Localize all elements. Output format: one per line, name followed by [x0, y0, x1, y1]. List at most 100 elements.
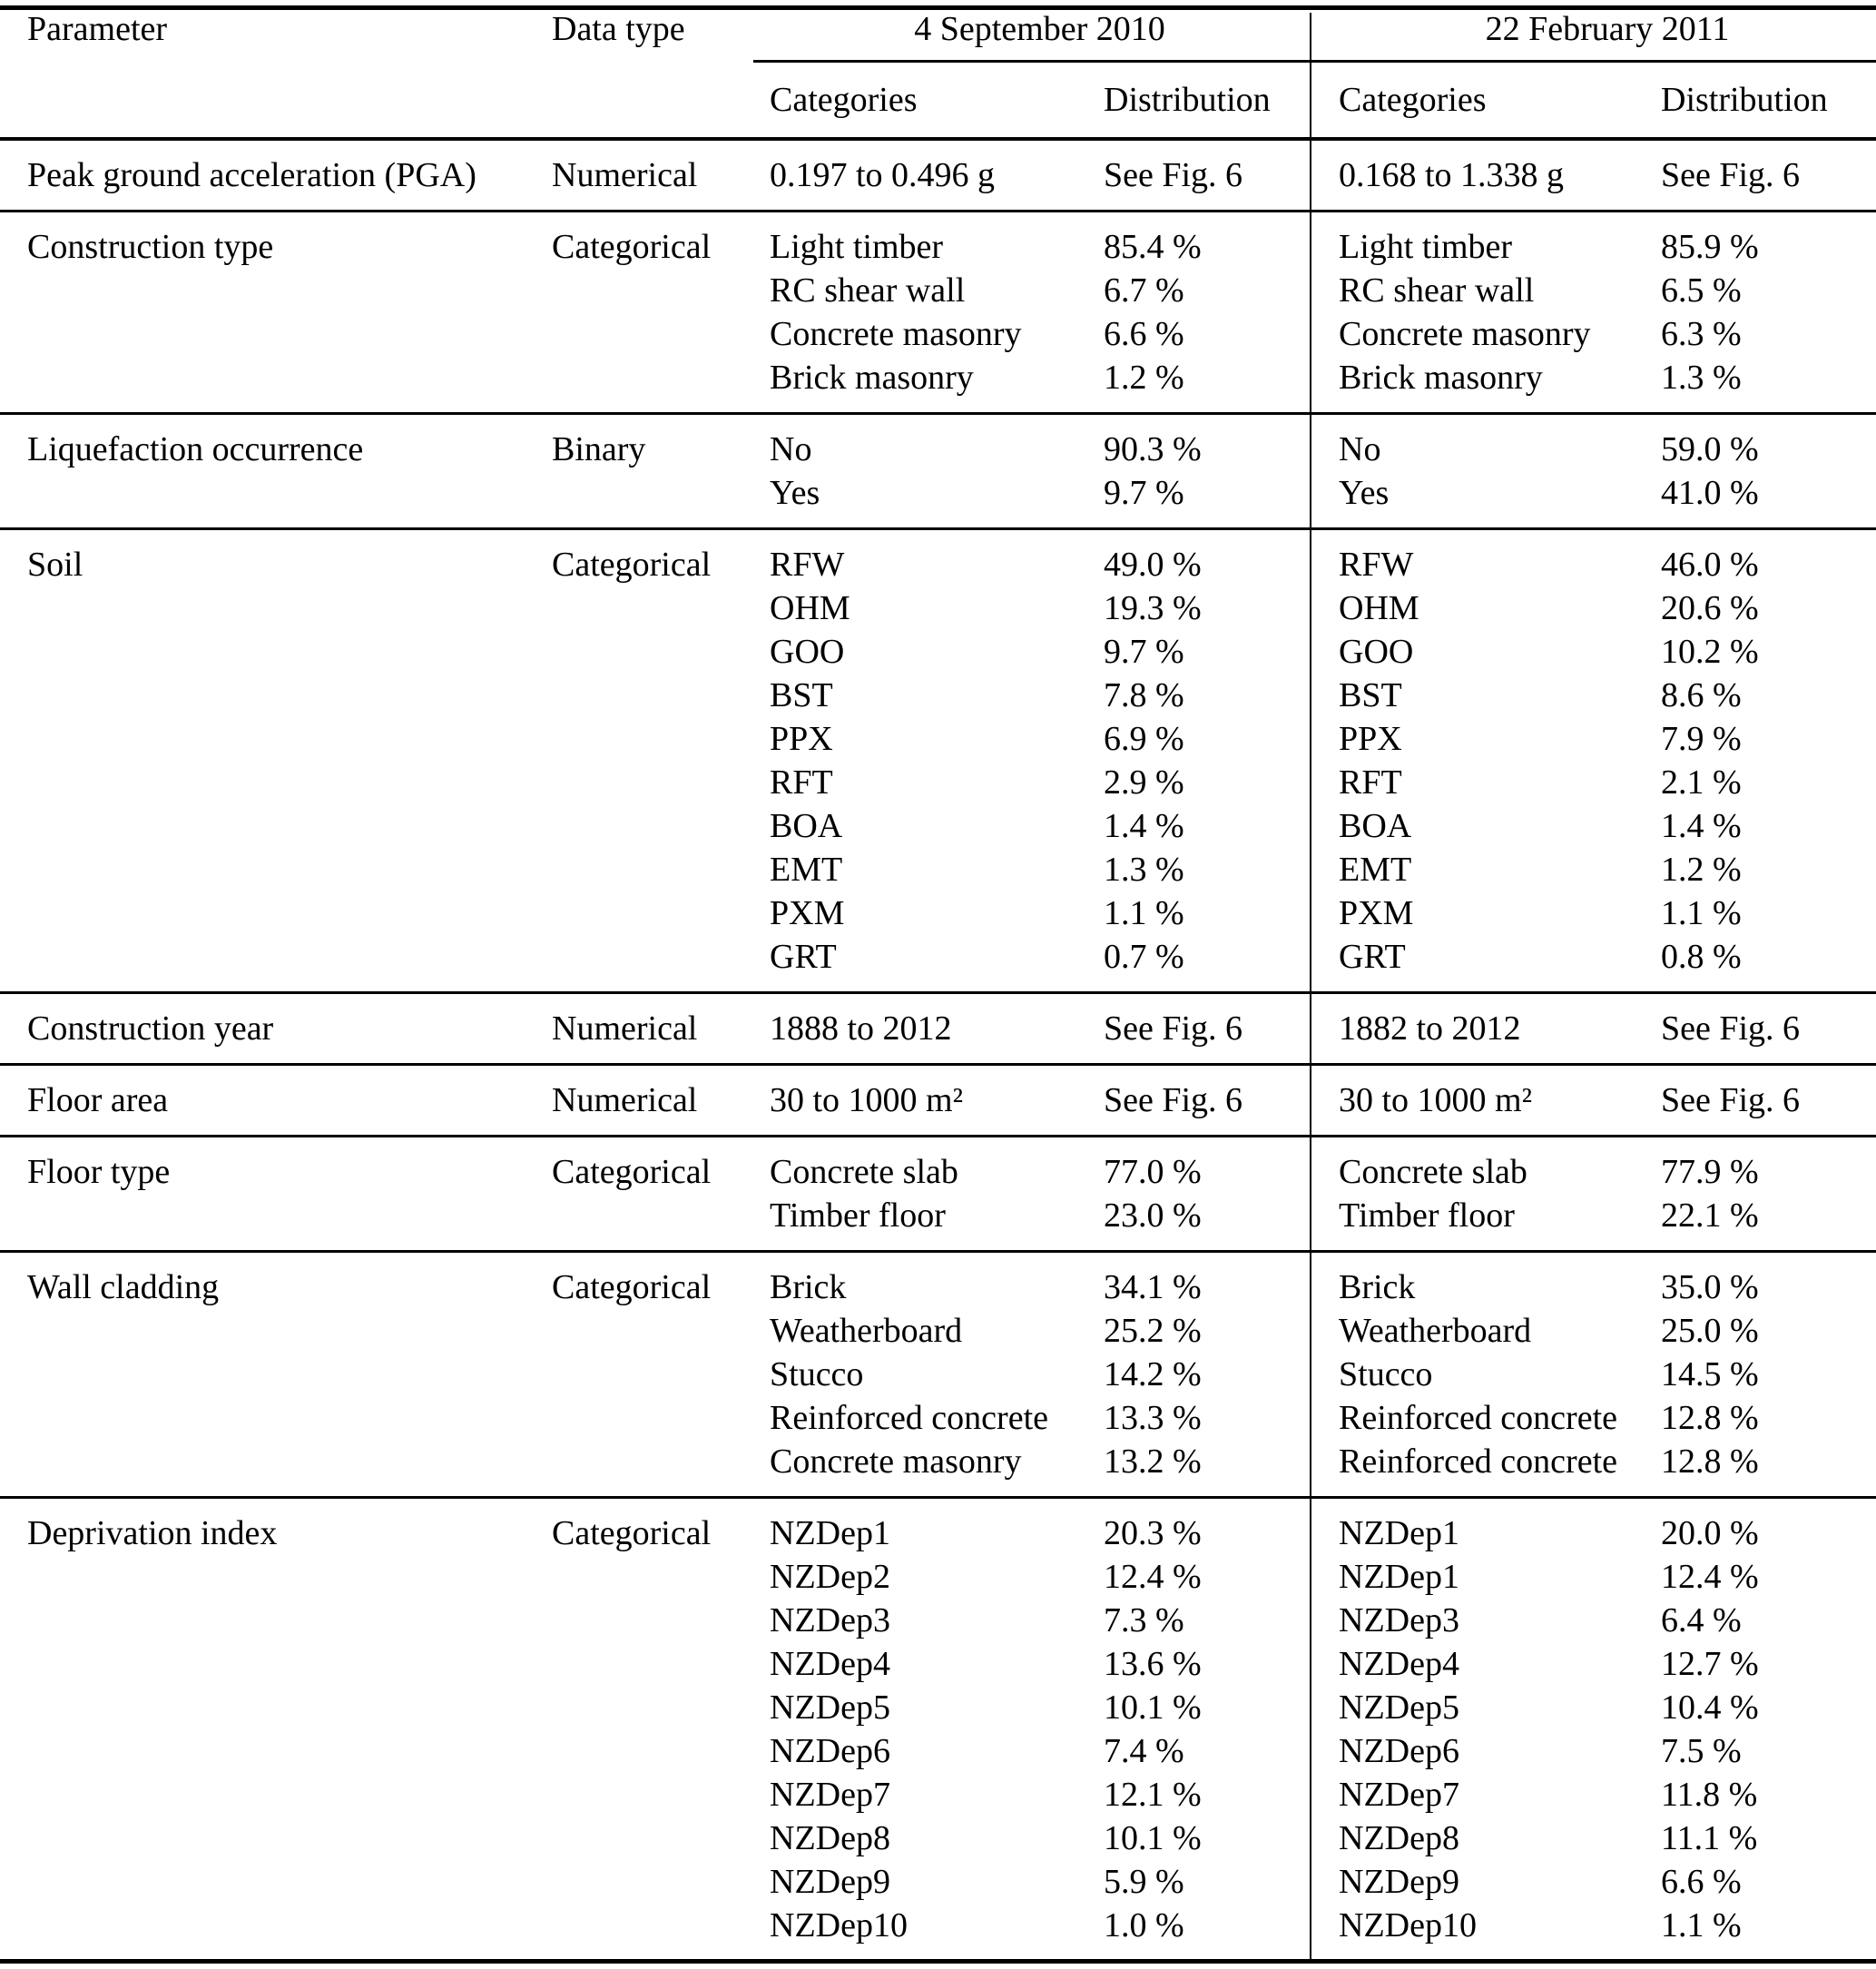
- distribution-value: 10.1 %: [1104, 1819, 1202, 1857]
- distribution-value: 20.3 %: [1104, 1514, 1202, 1552]
- distribution-value: 6.6 %: [1661, 1863, 1742, 1901]
- category-value: PXM: [1339, 894, 1414, 932]
- distribution-value: 2.1 %: [1661, 763, 1742, 802]
- category-value: Concrete masonry: [770, 1442, 1022, 1481]
- distribution-value: 7.3 %: [1104, 1601, 1184, 1639]
- category-value: NZDep8: [770, 1819, 890, 1857]
- category-value: RFW: [770, 546, 845, 584]
- category-value: NZDep10: [1339, 1906, 1477, 1944]
- category-value: NZDep5: [1339, 1688, 1459, 1727]
- parameter-cell: Deprivation index: [0, 1511, 552, 1947]
- distribution-cell-feb2011: 59.0 % 41.0 %: [1661, 428, 1876, 515]
- distribution-value: See Fig. 6: [1104, 1009, 1243, 1048]
- distribution-value: 6.7 %: [1104, 271, 1184, 310]
- distribution-value: 77.9 %: [1661, 1153, 1759, 1191]
- categories-cell-feb2011: 1882 to 2012: [1310, 1007, 1661, 1050]
- data-type-label: Categorical: [552, 1268, 712, 1306]
- category-value: Timber floor: [770, 1196, 946, 1235]
- distribution-value: 7.5 %: [1661, 1732, 1742, 1770]
- distribution-value: 2.9 %: [1104, 763, 1184, 802]
- parameter-label: Wall cladding: [27, 1268, 220, 1306]
- category-value: Light timber: [1339, 228, 1513, 266]
- categories-cell-feb2011: NZDep1 NZDep1 NZDep3 NZDep4 NZDep5 NZDep6 NZDe…: [1310, 1511, 1661, 1947]
- distribution-value: 49.0 %: [1104, 546, 1202, 584]
- table-row-group: Construction type Categorical Light timber…: [0, 210, 1876, 412]
- distribution-value: 7.4 %: [1104, 1732, 1184, 1770]
- distribution-cell-feb2011: 35.0 % 25.0 % 14.5 % 12.8 % 12.8 %: [1661, 1265, 1876, 1483]
- distribution-value: 20.6 %: [1661, 589, 1759, 627]
- column-header-distribution-2011: Distribution: [1661, 81, 1828, 119]
- distribution-value: 14.2 %: [1104, 1355, 1202, 1393]
- data-type-label: Binary: [552, 430, 646, 468]
- categories-cell-feb2011: Concrete slab Timber floor: [1310, 1150, 1661, 1237]
- distribution-value: 1.0 %: [1104, 1906, 1184, 1944]
- distribution-cell-feb2011: 85.9 % 6.5 % 6.3 % 1.3 %: [1661, 225, 1876, 399]
- categories-cell-sep2010: Concrete slab Timber floor: [770, 1150, 1104, 1237]
- category-value: OHM: [770, 589, 850, 627]
- category-value: Stucco: [1339, 1355, 1433, 1393]
- category-value: EMT: [1339, 851, 1412, 889]
- distribution-value: 1.2 %: [1661, 851, 1742, 889]
- distribution-cell-sep2010: See Fig. 6: [1104, 1078, 1310, 1122]
- category-value: RFW: [1339, 546, 1414, 584]
- category-value: NZDep6: [1339, 1732, 1459, 1770]
- table-row-group: Soil Categorical RFW OHM GOO BST PPX RFT BOA EMT P…: [0, 527, 1876, 991]
- category-value: NZDep9: [770, 1863, 890, 1901]
- category-value: Concrete masonry: [770, 315, 1022, 353]
- distribution-value: 13.2 %: [1104, 1442, 1202, 1481]
- table-row-group: Liquefaction occurrence Binary No Yes 90.3 %…: [0, 412, 1876, 527]
- column-header-parameter: Parameter: [27, 10, 168, 48]
- parameter-label: Construction year: [27, 1009, 274, 1048]
- distribution-value: 12.4 %: [1104, 1558, 1202, 1596]
- category-value: NZDep2: [770, 1558, 890, 1596]
- category-value: Brick masonry: [770, 359, 974, 397]
- data-type-cell: Binary: [552, 428, 770, 515]
- distribution-cell-feb2011: 20.0 % 12.4 % 6.4 % 12.7 % 10.4 % 7.5 % 11.8 %…: [1661, 1511, 1876, 1947]
- distribution-value: 13.3 %: [1104, 1399, 1202, 1437]
- distribution-cell-sep2010: 90.3 % 9.7 %: [1104, 428, 1310, 515]
- parameter-label: Construction type: [27, 228, 274, 266]
- category-value: PPX: [770, 720, 833, 758]
- category-value: 0.168 to 1.338 g: [1339, 156, 1565, 194]
- categories-cell-sep2010: No Yes: [770, 428, 1104, 515]
- parameter-cell: Peak ground acceleration (PGA): [0, 153, 552, 197]
- category-value: NZDep1: [770, 1514, 890, 1552]
- category-value: GOO: [770, 633, 845, 671]
- parameter-label: Soil: [27, 546, 83, 584]
- category-value: EMT: [770, 851, 843, 889]
- group-header-underline-rule: [753, 60, 1876, 63]
- category-value: NZDep10: [770, 1906, 908, 1944]
- data-type-cell: Numerical: [552, 1007, 770, 1050]
- category-value: NZDep4: [770, 1645, 890, 1683]
- distribution-cell-sep2010: 77.0 % 23.0 %: [1104, 1150, 1310, 1237]
- distribution-value: 6.3 %: [1661, 315, 1742, 353]
- category-value: NZDep1: [1339, 1558, 1459, 1596]
- categories-cell-sep2010: RFW OHM GOO BST PPX RFT BOA EMT PXM GRT: [770, 543, 1104, 979]
- category-value: PPX: [1339, 720, 1402, 758]
- data-type-cell: Categorical: [552, 1265, 770, 1483]
- category-value: 1882 to 2012: [1339, 1009, 1521, 1048]
- category-value: PXM: [770, 894, 845, 932]
- distribution-value: 1.1 %: [1661, 894, 1742, 932]
- data-type-cell: Categorical: [552, 543, 770, 979]
- category-value: Yes: [1339, 474, 1390, 512]
- distribution-value: 23.0 %: [1104, 1196, 1202, 1235]
- distribution-value: 77.0 %: [1104, 1153, 1202, 1191]
- distribution-value: 1.4 %: [1661, 807, 1742, 845]
- category-value: RFT: [1339, 763, 1402, 802]
- distribution-value: 85.4 %: [1104, 228, 1202, 266]
- category-value: NZDep1: [1339, 1514, 1459, 1552]
- distribution-value: 41.0 %: [1661, 474, 1759, 512]
- data-type-cell: Numerical: [552, 1078, 770, 1122]
- distribution-cell-feb2011: 46.0 % 20.6 % 10.2 % 8.6 % 7.9 % 2.1 % 1.4 % 1.…: [1661, 543, 1876, 979]
- parameter-label: Floor area: [27, 1081, 169, 1119]
- categories-cell-feb2011: 0.168 to 1.338 g: [1310, 153, 1661, 197]
- column-header-categories-2010: Categories: [770, 81, 918, 119]
- category-value: BST: [770, 676, 833, 714]
- categories-cell-sep2010: 1888 to 2012: [770, 1007, 1104, 1050]
- category-value: GRT: [770, 938, 837, 976]
- categories-cell-feb2011: No Yes: [1310, 428, 1661, 515]
- distribution-value: 12.8 %: [1661, 1442, 1759, 1481]
- distribution-value: 14.5 %: [1661, 1355, 1759, 1393]
